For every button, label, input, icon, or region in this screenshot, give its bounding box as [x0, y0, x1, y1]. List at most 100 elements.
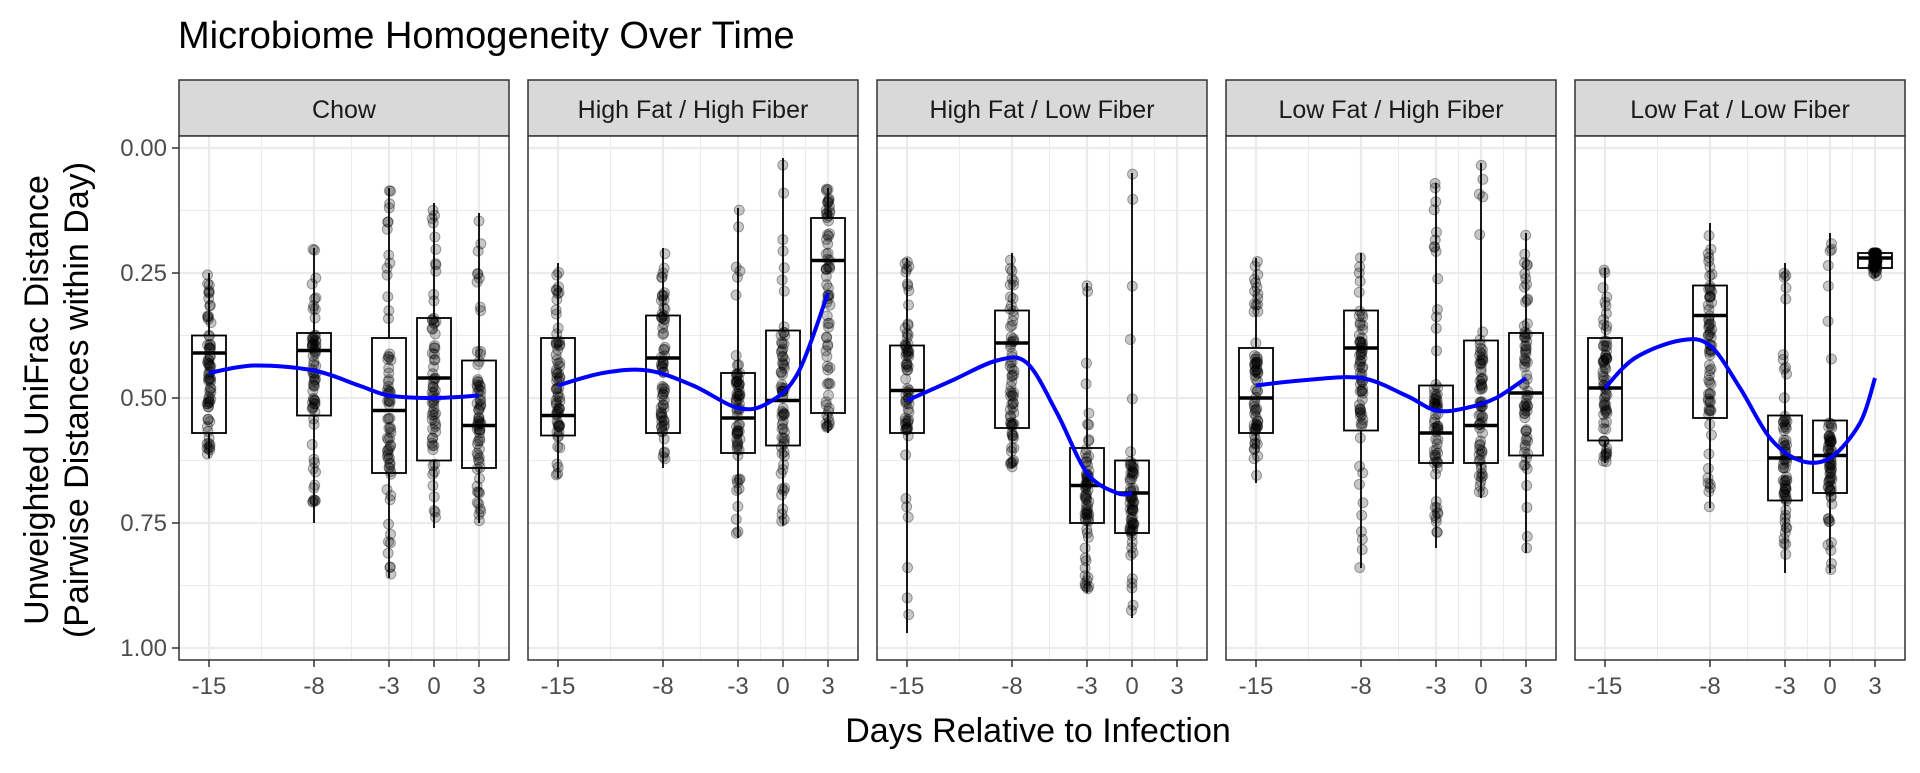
data-point [385, 427, 397, 439]
x-tick-label: -15 [1588, 673, 1623, 700]
data-point [657, 322, 669, 334]
data-point [1007, 397, 1019, 409]
data-point [1126, 511, 1138, 523]
data-point [776, 350, 788, 362]
data-point [1431, 420, 1443, 432]
data-point [1598, 400, 1610, 412]
data-point [1251, 418, 1263, 430]
data-point [903, 350, 915, 362]
data-point [382, 353, 394, 365]
data-point [733, 474, 745, 486]
data-point [775, 336, 787, 348]
data-point [473, 384, 485, 396]
data-point [732, 426, 744, 438]
data-point [202, 398, 214, 410]
data-point [1252, 385, 1264, 397]
data-point [1354, 403, 1366, 415]
data-point [205, 393, 217, 405]
data-point [429, 506, 441, 518]
data-point [1476, 445, 1488, 457]
data-point [1126, 473, 1138, 485]
data-point [553, 419, 565, 431]
data-point [427, 468, 439, 480]
data-point [1780, 471, 1792, 483]
data-point [1250, 356, 1262, 368]
data-point [430, 316, 442, 328]
data-point [382, 445, 394, 457]
data-point [656, 308, 668, 320]
data-point [1355, 356, 1367, 368]
data-point [383, 362, 395, 374]
data-point [1007, 397, 1019, 409]
data-point [1431, 388, 1443, 400]
data-point [1007, 293, 1019, 305]
data-point [1704, 326, 1716, 338]
data-point [731, 425, 743, 437]
data-point [1520, 340, 1532, 352]
data-point [732, 388, 744, 400]
data-point [1127, 465, 1139, 477]
data-point [471, 345, 483, 357]
data-point [1354, 317, 1366, 329]
data-point [777, 423, 789, 435]
panel-border [876, 135, 1208, 661]
x-tick-label: 0 [776, 673, 789, 700]
box-iqr [810, 217, 846, 414]
data-point [1518, 408, 1530, 420]
data-point [382, 375, 394, 387]
data-point [307, 401, 319, 413]
data-point [474, 435, 486, 447]
data-point [427, 381, 439, 393]
data-point [1702, 472, 1714, 484]
data-point [1705, 429, 1717, 441]
data-point [1476, 344, 1488, 356]
data-point [429, 415, 441, 427]
data-point [382, 291, 394, 303]
data-point [655, 408, 667, 420]
data-point [553, 421, 565, 433]
data-point [899, 412, 911, 424]
data-point [550, 364, 562, 376]
data-point [427, 377, 439, 389]
data-point [1476, 446, 1488, 458]
data-point [426, 437, 438, 449]
data-point [821, 351, 833, 363]
data-point [1822, 259, 1834, 271]
data-point [655, 421, 667, 433]
panel-border [178, 135, 510, 661]
data-point [1354, 349, 1366, 361]
data-point [1007, 390, 1019, 402]
data-point [778, 321, 790, 333]
data-point [429, 340, 441, 352]
data-point [428, 409, 440, 421]
data-point [1704, 388, 1716, 400]
data-point [1779, 486, 1791, 498]
data-point [1598, 371, 1610, 383]
data-point [1249, 370, 1261, 382]
data-point [901, 357, 913, 369]
data-point [731, 428, 743, 440]
data-point [383, 412, 395, 424]
data-point [824, 200, 836, 212]
data-point [1127, 466, 1139, 478]
data-point [901, 421, 913, 433]
data-point [1431, 438, 1443, 450]
data-point [731, 375, 743, 387]
data-point [1252, 421, 1264, 433]
data-point [1250, 411, 1262, 423]
data-point [1431, 394, 1443, 406]
data-point [381, 450, 393, 462]
data-point [731, 428, 743, 440]
data-point [823, 228, 835, 240]
data-point [1521, 356, 1533, 368]
data-point [656, 271, 668, 283]
data-point [202, 401, 214, 413]
x-tick-label: 3 [1868, 673, 1881, 700]
data-point [554, 395, 566, 407]
data-point [203, 354, 215, 366]
data-point [1474, 439, 1486, 451]
data-point [552, 418, 564, 430]
data-point [733, 385, 745, 397]
data-point [309, 495, 321, 507]
